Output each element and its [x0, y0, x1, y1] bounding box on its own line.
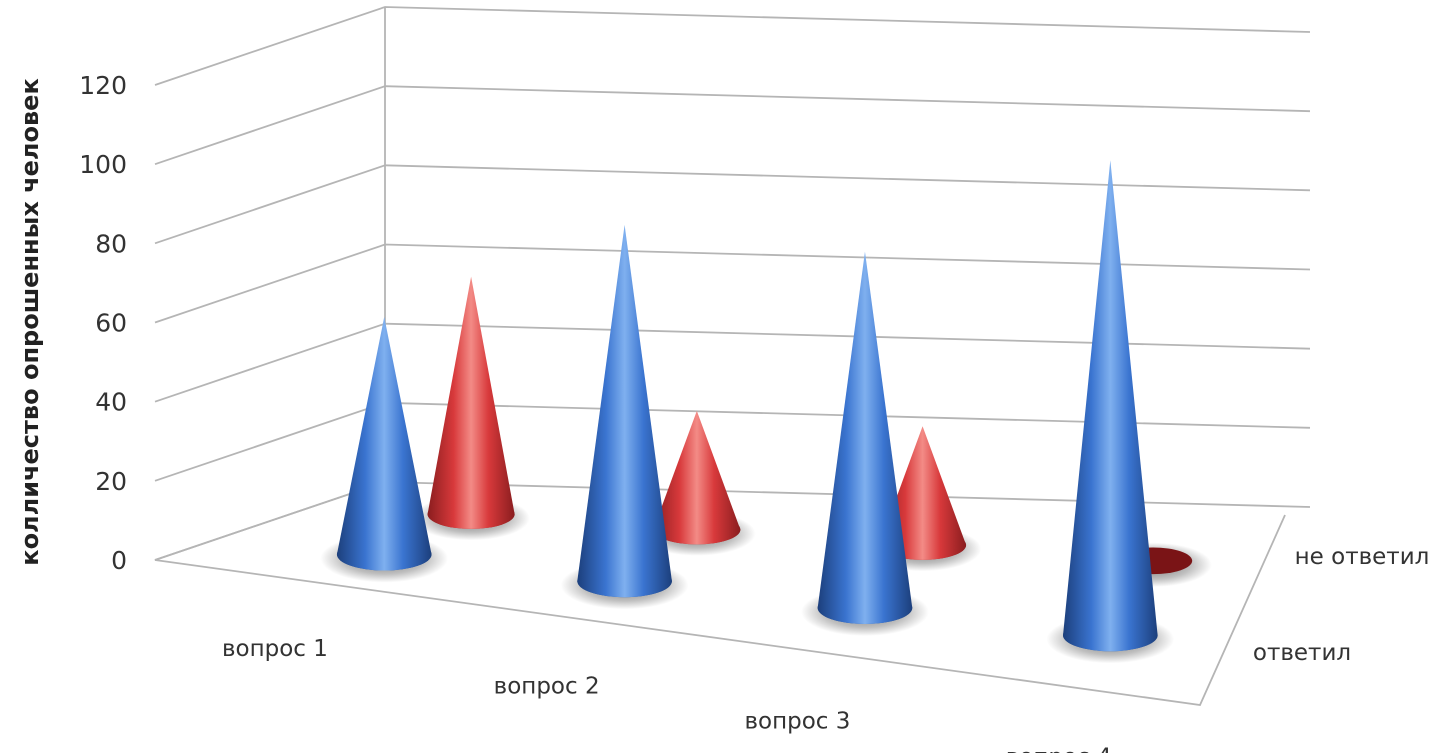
y-tick-label: 60 — [95, 309, 127, 338]
cone-bar — [653, 410, 741, 545]
gridline — [154, 322, 1311, 403]
category-label: вопрос 2 — [494, 674, 600, 700]
series-label: не ответил — [1295, 544, 1430, 570]
cone-bar — [336, 316, 432, 571]
gridline — [154, 6, 1311, 86]
grid-layer — [154, 6, 1311, 706]
y-tick-label: 20 — [95, 467, 127, 496]
category-label: вопрос 1 — [222, 636, 328, 662]
floor-outline — [154, 481, 1286, 706]
y-tick-label: 0 — [111, 546, 127, 575]
y-tick-label: 100 — [79, 150, 127, 179]
y-tick-label: 40 — [95, 388, 127, 417]
cone-bar — [577, 224, 672, 598]
gridline — [154, 243, 1311, 324]
gridline — [154, 85, 1311, 166]
y-tick-label: 120 — [79, 71, 127, 100]
gridline — [154, 164, 1311, 245]
cone-bar — [427, 276, 515, 529]
category-label: вопрос 3 — [744, 708, 850, 734]
y-axis-title: колличество опрошенных человек — [16, 78, 44, 565]
y-tick-label: 80 — [95, 229, 127, 258]
series-label: ответил — [1253, 640, 1351, 666]
category-label: вопрос 4 — [1006, 745, 1112, 753]
cone-layer — [320, 160, 1212, 664]
cone-bar — [1063, 160, 1158, 652]
axis-layer: 0 20 40 60 80 100 120 вопрос 1 вопрос 2 вопрос 3 в… — [79, 71, 1429, 753]
cone-bar — [817, 251, 913, 624]
